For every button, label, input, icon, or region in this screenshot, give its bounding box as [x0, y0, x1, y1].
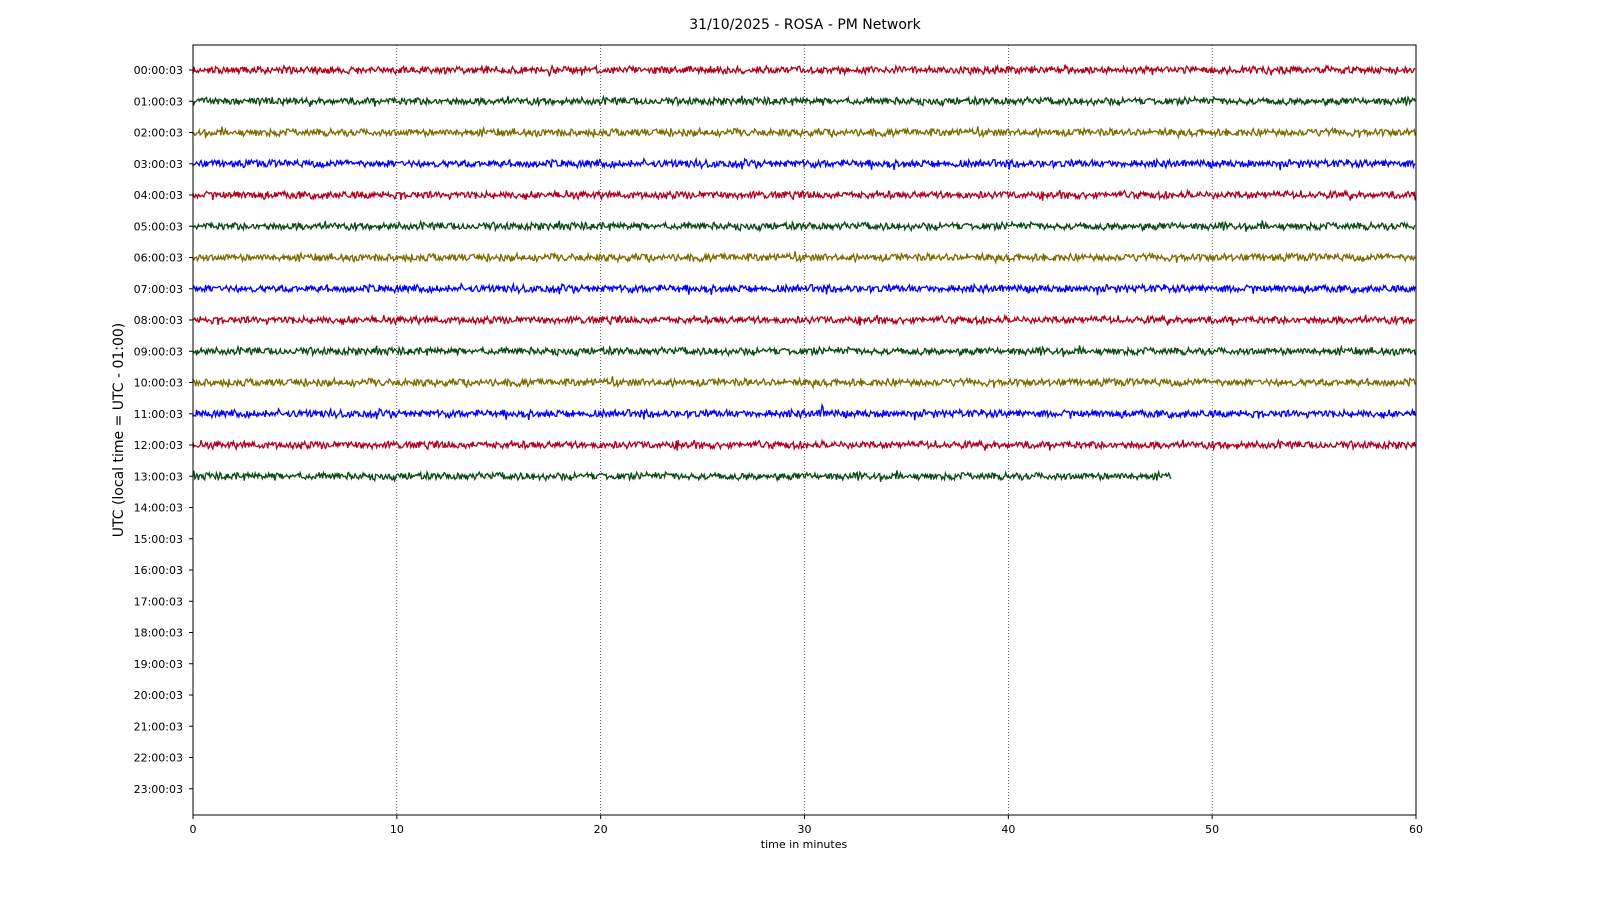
trace-line — [192, 156, 1416, 171]
y-tick-label: 21:00:03 — [134, 720, 183, 733]
trace-line — [192, 469, 1172, 483]
y-tick-label: 06:00:03 — [134, 252, 183, 265]
x-axis: 0 10 20 30 40 50 60 — [190, 815, 1423, 836]
grid — [396, 45, 1213, 815]
y-tick-label: 22:00:03 — [134, 752, 183, 765]
x-axis-label: time in minutes — [761, 838, 848, 851]
trace-line — [192, 403, 1416, 421]
y-tick-label: 01:00:03 — [134, 95, 183, 108]
trace-line — [192, 219, 1416, 233]
y-tick-label: 07:00:03 — [134, 283, 183, 296]
trace-line — [192, 344, 1416, 358]
x-tick-label: 20 — [594, 823, 608, 836]
y-tick-label: 18:00:03 — [134, 627, 183, 640]
trace-line — [192, 376, 1416, 390]
y-tick-label: 05:00:03 — [134, 220, 183, 233]
trace-line — [192, 188, 1416, 202]
x-tick-label: 0 — [190, 823, 197, 836]
x-tick-label: 50 — [1205, 823, 1219, 836]
y-tick-label: 20:00:03 — [134, 689, 183, 702]
trace-line — [192, 250, 1416, 265]
y-tick-label: 19:00:03 — [134, 658, 183, 671]
y-tick-label: 09:00:03 — [134, 345, 183, 358]
x-tick-label: 30 — [798, 823, 812, 836]
trace-line — [192, 94, 1416, 108]
x-tick-label: 10 — [390, 823, 404, 836]
y-tick-label: 14:00:03 — [134, 502, 183, 515]
trace-line — [192, 63, 1416, 77]
x-tick-label: 60 — [1409, 823, 1423, 836]
y-tick-label: 17:00:03 — [134, 595, 183, 608]
trace-line — [192, 438, 1416, 452]
y-tick-label: 04:00:03 — [134, 189, 183, 202]
y-tick-label: 15:00:03 — [134, 533, 183, 546]
y-tick-label: 23:00:03 — [134, 783, 183, 796]
chart-title: 31/10/2025 - ROSA - PM Network — [689, 17, 921, 33]
trace-line — [192, 313, 1416, 327]
y-tick-label: 08:00:03 — [134, 314, 183, 327]
y-tick-label: 00:00:03 — [134, 64, 183, 77]
y-tick-label: 16:00:03 — [134, 564, 183, 577]
y-tick-label: 12:00:03 — [134, 439, 183, 452]
trace-line — [192, 281, 1416, 296]
y-tick-label: 10:00:03 — [134, 377, 183, 390]
traces — [192, 63, 1416, 483]
y-tick-label: 02:00:03 — [134, 127, 183, 140]
trace-line — [192, 125, 1416, 140]
y-tick-label: 11:00:03 — [134, 408, 183, 421]
x-tick-label: 40 — [1001, 823, 1015, 836]
y-tick-label: 13:00:03 — [134, 470, 183, 483]
y-tick-label: 03:00:03 — [134, 158, 183, 171]
y-axis: 00:00:03 01:00:03 02:00:03 03:00:03 04:00:03… — [134, 64, 193, 796]
y-axis-label: UTC (local time = UTC - 01:00) — [111, 323, 127, 538]
